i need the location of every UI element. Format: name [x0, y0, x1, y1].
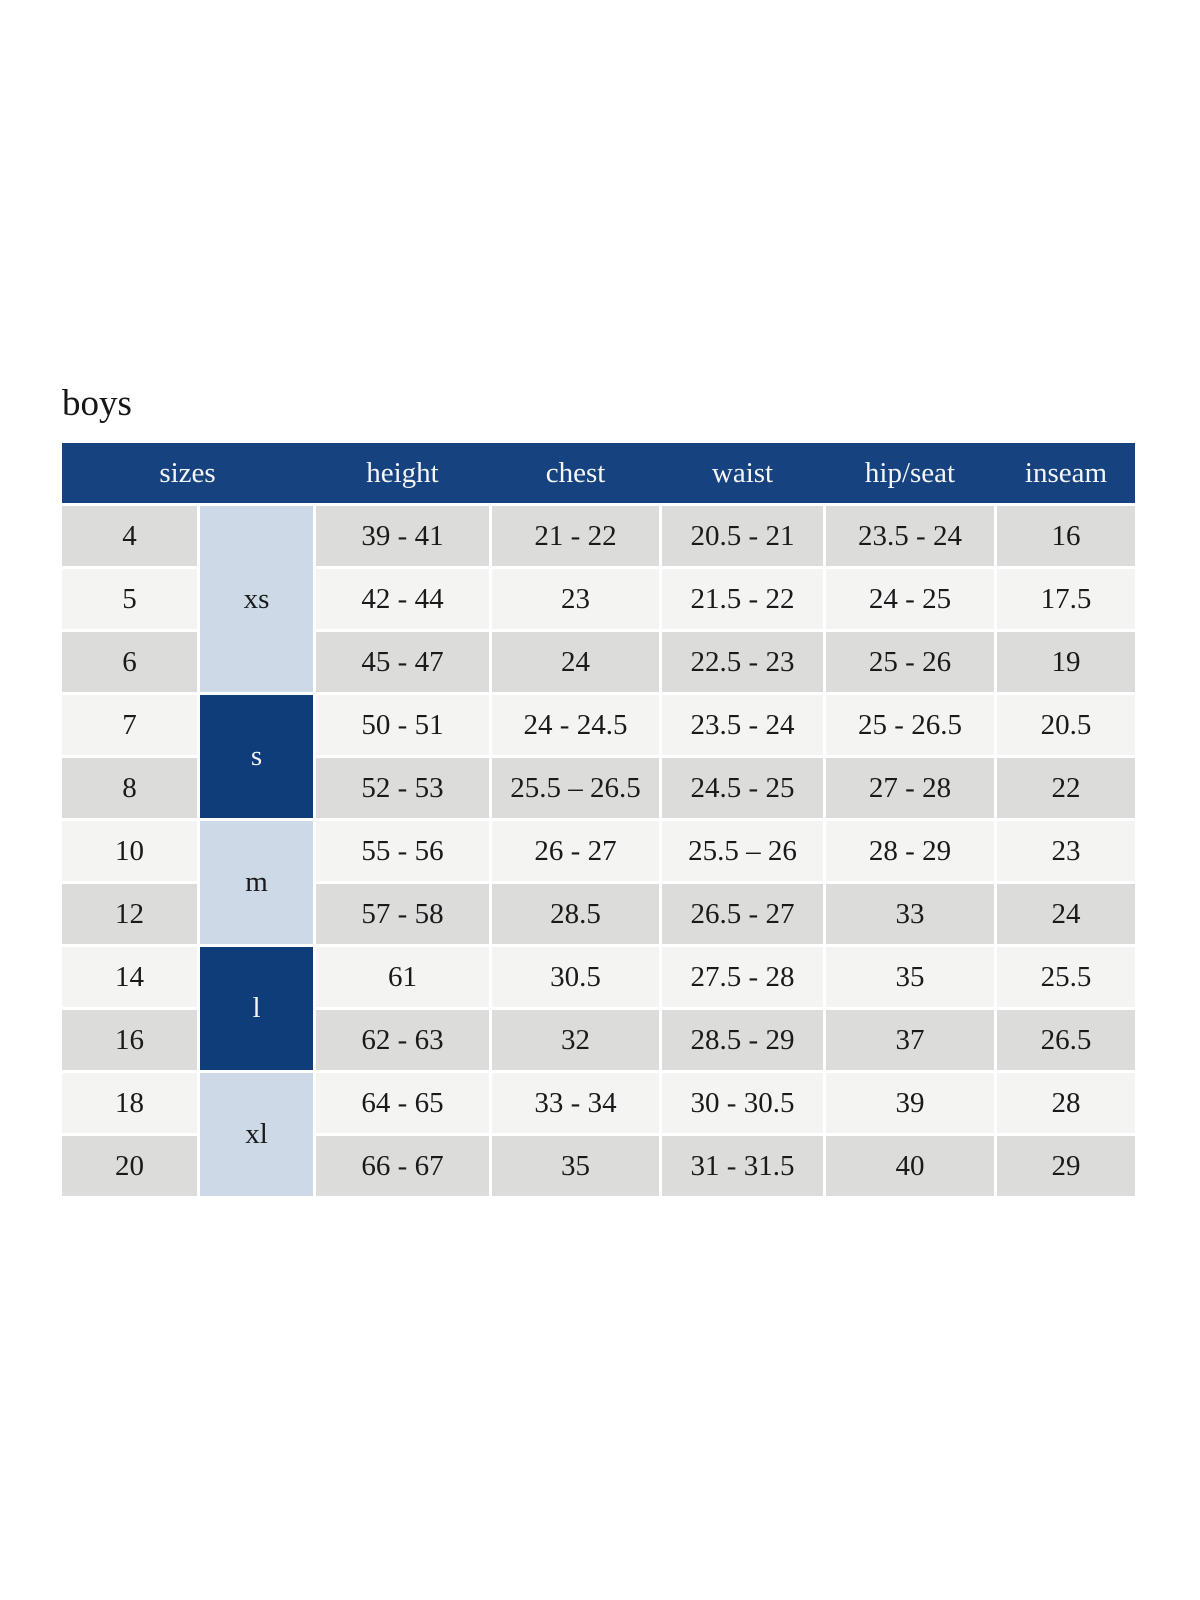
inseam-cell: 24 [997, 884, 1135, 944]
chest-cell: 21 - 22 [492, 506, 659, 566]
size-cell: 4 [62, 506, 197, 566]
waist-cell: 28.5 - 29 [662, 1010, 823, 1070]
inseam-cell: 25.5 [997, 947, 1135, 1007]
column-header-hip-seat: hip/seat [864, 456, 956, 489]
page-title: boys [62, 383, 132, 424]
waist-cell: 27.5 - 28 [662, 947, 823, 1007]
height-cell: 62 - 63 [316, 1010, 489, 1070]
chest-cell: 33 - 34 [492, 1073, 659, 1133]
height-cell: 42 - 44 [316, 569, 489, 629]
height-cell: 57 - 58 [316, 884, 489, 944]
size-group-cell-s: s [200, 695, 313, 818]
inseam-cell: 26.5 [997, 1010, 1135, 1070]
hip-seat-cell: 27 - 28 [826, 758, 994, 818]
chest-cell: 25.5 – 26.5 [492, 758, 659, 818]
height-cell: 52 - 53 [316, 758, 489, 818]
inseam-cell: 19 [997, 632, 1135, 692]
height-cell: 61 [316, 947, 489, 1007]
waist-cell: 30 - 30.5 [662, 1073, 823, 1133]
size-group-cell-xs: xs [200, 506, 313, 692]
chest-cell: 32 [492, 1010, 659, 1070]
waist-cell: 24.5 - 25 [662, 758, 823, 818]
height-cell: 50 - 51 [316, 695, 489, 755]
size-group-cell-xl: xl [200, 1073, 313, 1196]
size-cell: 6 [62, 632, 197, 692]
inseam-cell: 16 [997, 506, 1135, 566]
column-header-inseam: inseam [1024, 456, 1108, 489]
hip-seat-cell: 33 [826, 884, 994, 944]
size-cell: 8 [62, 758, 197, 818]
waist-cell: 22.5 - 23 [662, 632, 823, 692]
hip-seat-cell: 28 - 29 [826, 821, 994, 881]
column-header-waist: waist [711, 456, 774, 489]
chest-cell: 30.5 [492, 947, 659, 1007]
size-cell: 18 [62, 1073, 197, 1133]
waist-cell: 26.5 - 27 [662, 884, 823, 944]
waist-cell: 23.5 - 24 [662, 695, 823, 755]
chest-cell: 35 [492, 1136, 659, 1196]
inseam-cell: 29 [997, 1136, 1135, 1196]
chest-cell: 28.5 [492, 884, 659, 944]
size-cell: 14 [62, 947, 197, 1007]
hip-seat-cell: 39 [826, 1073, 994, 1133]
waist-cell: 21.5 - 22 [662, 569, 823, 629]
waist-cell: 25.5 – 26 [662, 821, 823, 881]
size-group-cell-l: l [200, 947, 313, 1070]
size-cell: 10 [62, 821, 197, 881]
waist-cell: 31 - 31.5 [662, 1136, 823, 1196]
height-cell: 66 - 67 [316, 1136, 489, 1196]
chest-cell: 24 - 24.5 [492, 695, 659, 755]
inseam-cell: 23 [997, 821, 1135, 881]
table-header-row: sizes height chest waist hip/seat inseam [62, 443, 1135, 503]
hip-seat-cell: 40 [826, 1136, 994, 1196]
height-cell: 55 - 56 [316, 821, 489, 881]
hip-seat-cell: 25 - 26.5 [826, 695, 994, 755]
chest-cell: 26 - 27 [492, 821, 659, 881]
height-cell: 39 - 41 [316, 506, 489, 566]
boys-size-chart: sizes height chest waist hip/seat inseam 4 39 … [62, 443, 1135, 1196]
size-cell: 5 [62, 569, 197, 629]
size-cell: 12 [62, 884, 197, 944]
column-header-chest: chest [545, 456, 606, 489]
column-header-sizes: sizes [159, 456, 216, 489]
size-cell: 7 [62, 695, 197, 755]
height-cell: 45 - 47 [316, 632, 489, 692]
height-cell: 64 - 65 [316, 1073, 489, 1133]
column-header-height: height [366, 456, 439, 489]
hip-seat-cell: 24 - 25 [826, 569, 994, 629]
hip-seat-cell: 37 [826, 1010, 994, 1070]
inseam-cell: 22 [997, 758, 1135, 818]
chest-cell: 23 [492, 569, 659, 629]
waist-cell: 20.5 - 21 [662, 506, 823, 566]
size-group-cell-m: m [200, 821, 313, 944]
size-cell: 16 [62, 1010, 197, 1070]
table-body: 4 39 - 41 21 - 22 20.5 - 21 23.5 - 24 16 5 42 -… [62, 506, 1135, 1196]
hip-seat-cell: 35 [826, 947, 994, 1007]
inseam-cell: 28 [997, 1073, 1135, 1133]
hip-seat-cell: 25 - 26 [826, 632, 994, 692]
inseam-cell: 20.5 [997, 695, 1135, 755]
hip-seat-cell: 23.5 - 24 [826, 506, 994, 566]
chest-cell: 24 [492, 632, 659, 692]
size-cell: 20 [62, 1136, 197, 1196]
inseam-cell: 17.5 [997, 569, 1135, 629]
